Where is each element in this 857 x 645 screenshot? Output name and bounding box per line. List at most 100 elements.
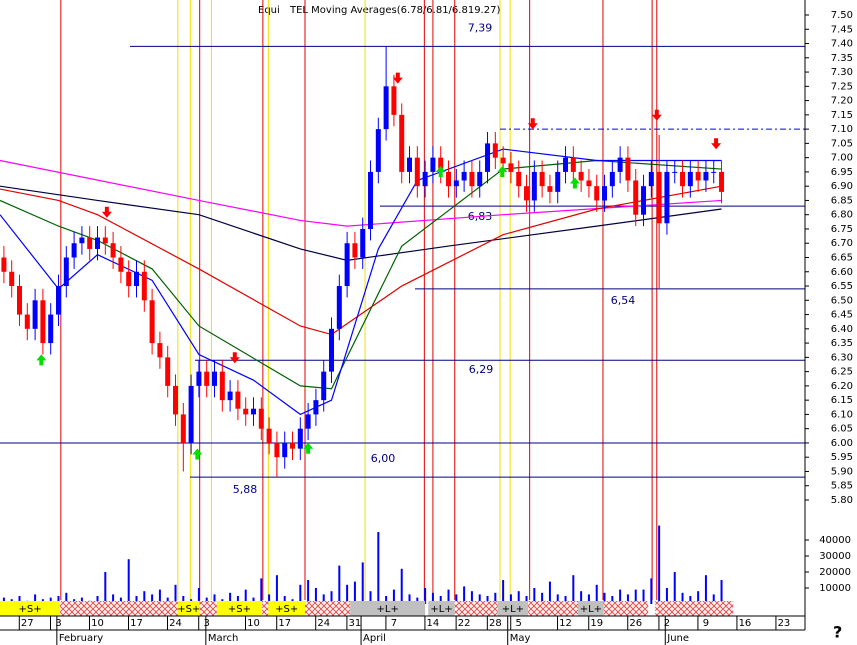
candle-body bbox=[695, 171, 701, 181]
volume-bar bbox=[260, 578, 263, 604]
volume-bar bbox=[34, 594, 37, 604]
y-tick-label: 5.90 bbox=[831, 466, 853, 477]
candle-body bbox=[79, 237, 85, 244]
y-tick-label: 6.20 bbox=[831, 381, 853, 392]
volume-bar bbox=[213, 594, 216, 604]
x-tick-label: 24 bbox=[169, 618, 182, 629]
volume-bar bbox=[65, 592, 68, 604]
volume-bar bbox=[486, 596, 489, 604]
volume-bar bbox=[18, 596, 21, 604]
x-tick-label: 31 bbox=[349, 618, 362, 629]
candle-body bbox=[329, 328, 335, 372]
y-tick-label: 5.95 bbox=[831, 452, 853, 463]
volume-bar bbox=[49, 597, 52, 604]
signal-band bbox=[497, 601, 529, 616]
volume-bar bbox=[166, 597, 169, 604]
volume-bar bbox=[525, 596, 528, 604]
signal-band bbox=[0, 601, 61, 616]
volume-bar bbox=[252, 597, 255, 604]
sell-arrow bbox=[527, 118, 538, 130]
x-tick-label: 5 bbox=[516, 618, 522, 629]
volume-bar bbox=[244, 589, 247, 604]
x-tick-label: 3 bbox=[55, 618, 61, 629]
x-tick-label: 27 bbox=[21, 618, 34, 629]
candle-body bbox=[141, 271, 147, 301]
month-label: June bbox=[666, 633, 689, 644]
volume-bar bbox=[431, 592, 434, 604]
candle-body bbox=[391, 86, 397, 115]
volume-bar bbox=[338, 565, 341, 604]
buy-arrow bbox=[192, 448, 203, 460]
volume-bar bbox=[611, 596, 614, 604]
candle-body bbox=[602, 186, 608, 201]
month-label: February bbox=[59, 633, 103, 644]
y-tick-label: 7.40 bbox=[831, 39, 853, 50]
volume-bar bbox=[548, 581, 551, 604]
volume-bar bbox=[205, 597, 208, 604]
month-label: March bbox=[208, 633, 238, 644]
candle-body bbox=[711, 171, 717, 173]
chart-title: Equi bbox=[258, 5, 280, 16]
signal-band bbox=[268, 601, 305, 616]
volume-bar bbox=[697, 591, 700, 604]
candle-body bbox=[17, 286, 23, 315]
sell-arrow bbox=[392, 72, 403, 84]
candle-body bbox=[134, 271, 140, 287]
candle-body bbox=[24, 314, 30, 329]
signal-band bbox=[578, 601, 604, 616]
signal-band bbox=[199, 601, 217, 616]
volume-tick-label: 10000 bbox=[819, 583, 851, 594]
x-tick-label: 12 bbox=[559, 618, 572, 629]
volume-bar bbox=[377, 532, 380, 604]
moving-average bbox=[0, 185, 722, 261]
signal-band bbox=[350, 601, 426, 616]
candle-body bbox=[594, 186, 600, 201]
volume-bar bbox=[158, 589, 161, 604]
signal-band bbox=[177, 601, 200, 616]
volume-bar bbox=[626, 594, 629, 604]
volume-bar bbox=[392, 589, 395, 604]
band-label: +L+ bbox=[580, 604, 602, 615]
candle-body bbox=[40, 300, 46, 344]
candle-body bbox=[227, 391, 233, 401]
x-tick-label: 16 bbox=[739, 618, 752, 629]
buy-arrow bbox=[36, 354, 47, 366]
y-tick-label: 6.05 bbox=[831, 424, 853, 435]
volume-bar bbox=[408, 594, 411, 604]
volume-bar bbox=[572, 575, 575, 604]
candle-body bbox=[251, 408, 257, 415]
volume-tick-label: 40000 bbox=[819, 535, 851, 546]
candle-body bbox=[352, 243, 358, 258]
y-tick-label: 7.45 bbox=[831, 24, 853, 35]
candle-body bbox=[344, 243, 350, 287]
candle-body bbox=[212, 371, 218, 386]
y-tick-label: 6.25 bbox=[831, 367, 853, 378]
volume-bar bbox=[229, 592, 232, 604]
volume-bar bbox=[353, 581, 356, 604]
y-tick-label: 6.75 bbox=[831, 224, 853, 235]
help-button[interactable]: ? bbox=[833, 623, 842, 642]
volume-bar bbox=[369, 591, 372, 604]
volume-bar bbox=[517, 591, 520, 604]
x-tick-label: 10 bbox=[247, 618, 260, 629]
volume-bar bbox=[400, 568, 403, 604]
candle-body bbox=[625, 157, 631, 181]
candle-body bbox=[516, 171, 522, 187]
volume-bar bbox=[424, 588, 427, 604]
candle-body bbox=[48, 314, 54, 344]
candle-body bbox=[383, 86, 389, 130]
volume-bar bbox=[587, 594, 590, 604]
y-tick-label: 6.90 bbox=[831, 181, 853, 192]
y-tick-label: 6.60 bbox=[831, 267, 853, 278]
signal-band bbox=[216, 601, 263, 616]
volume-bar bbox=[135, 596, 138, 604]
volume-bar bbox=[564, 596, 567, 604]
volume-tick-label: 30000 bbox=[819, 551, 851, 562]
candle-body bbox=[368, 171, 374, 229]
y-tick-label: 6.70 bbox=[831, 238, 853, 249]
y-tick-label: 7.35 bbox=[831, 53, 853, 64]
x-tick-label: 23 bbox=[778, 618, 791, 629]
volume-bar bbox=[455, 594, 458, 604]
